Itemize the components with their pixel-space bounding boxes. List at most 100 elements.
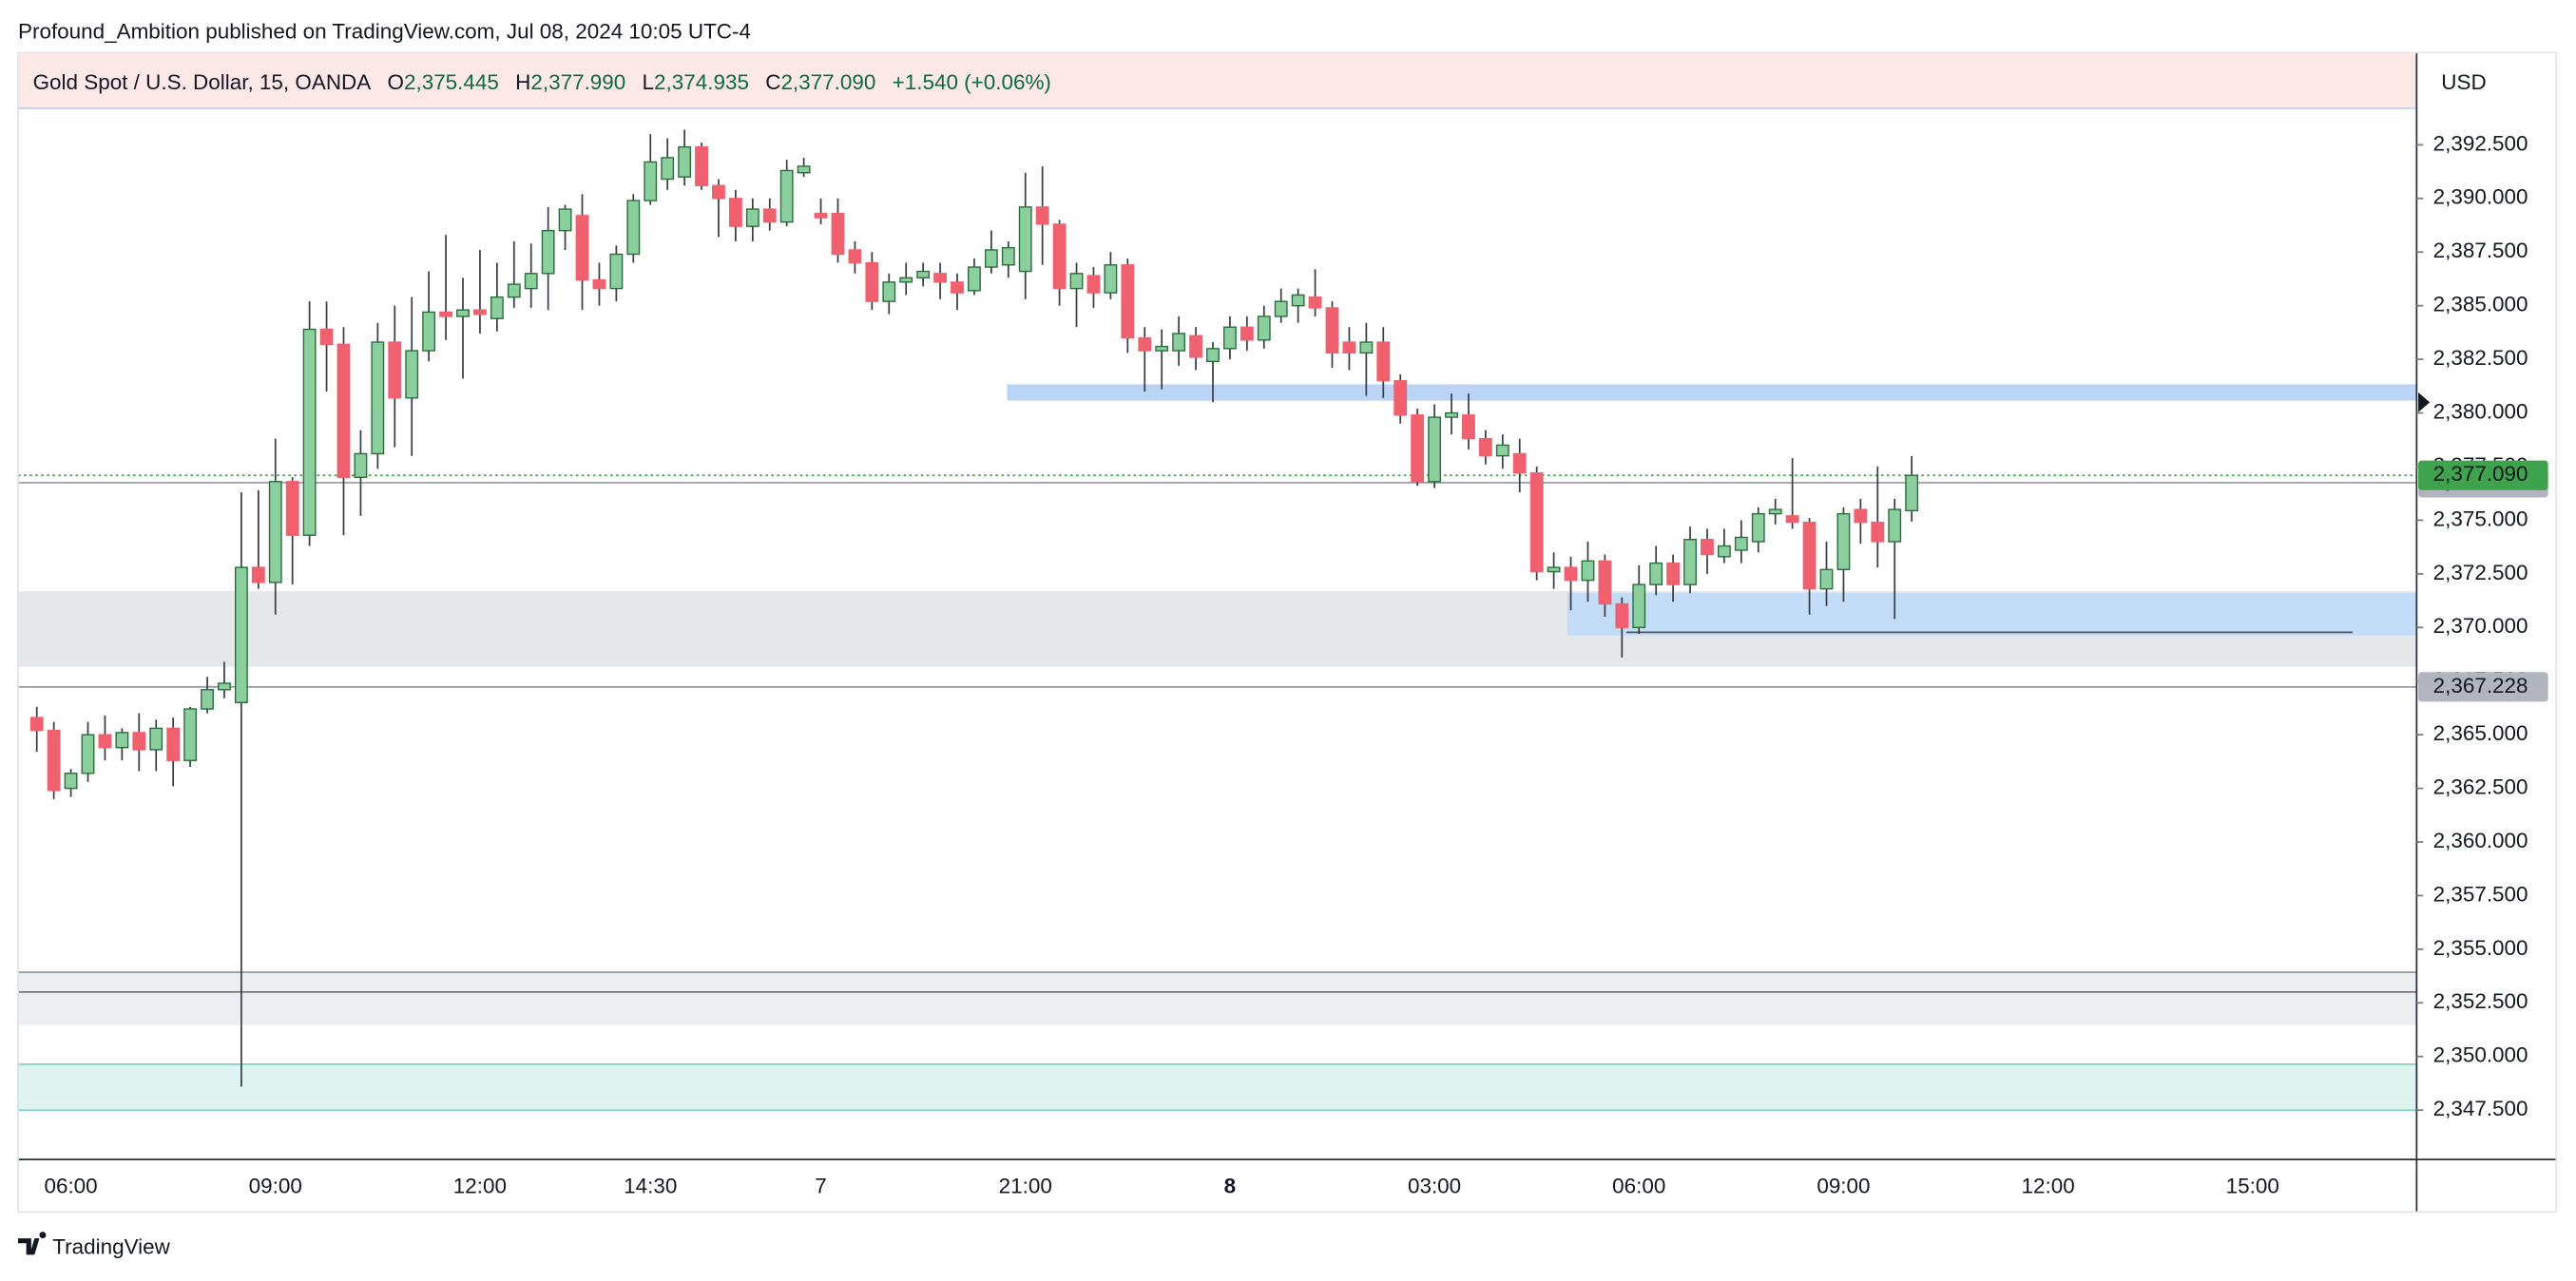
- candle-body: [1325, 307, 1339, 354]
- publisher: Profound_Ambition published on TradingVi…: [18, 20, 751, 44]
- candle-body: [201, 689, 214, 710]
- candle-body: [848, 249, 862, 264]
- candle-body: [1428, 416, 1441, 483]
- candle-body: [64, 773, 78, 790]
- low-value: 2,374.935: [654, 70, 749, 94]
- candle-body: [1104, 264, 1118, 294]
- candle-body: [831, 212, 845, 256]
- candle-body: [1734, 536, 1748, 551]
- brand: TradingView: [52, 1234, 170, 1258]
- candle-body: [1257, 315, 1271, 341]
- candle-body: [1086, 275, 1101, 294]
- candle-body: [762, 208, 777, 223]
- candle-body: [661, 157, 675, 181]
- candle-body: [678, 145, 692, 178]
- candle-body: [1121, 264, 1135, 339]
- candle-body: [218, 682, 231, 691]
- candle-body: [1462, 414, 1475, 440]
- close-value: 2,377.090: [780, 70, 875, 94]
- candle-body: [1888, 508, 1902, 543]
- candle-body: [405, 350, 419, 399]
- y-tick-label: 2,357.500: [2433, 882, 2528, 906]
- y-tick-label: 2,372.500: [2433, 561, 2528, 584]
- y-tick-label: 2,392.500: [2433, 131, 2528, 155]
- candle-body: [1189, 335, 1202, 358]
- candle-body: [865, 261, 879, 302]
- x-tick-label: 09:00: [249, 1174, 302, 1197]
- candle-body: [1411, 414, 1425, 483]
- candle-body: [1394, 379, 1408, 416]
- candle-body: [1529, 472, 1544, 573]
- candle-body: [1274, 300, 1288, 317]
- candle-body: [1768, 508, 1782, 515]
- legend-band: [18, 52, 2417, 109]
- candle-body: [728, 198, 742, 227]
- candle-body: [1001, 247, 1015, 266]
- close-label: C: [765, 70, 780, 94]
- candle-body: [1854, 508, 1868, 524]
- candle-body: [916, 270, 931, 279]
- y-tick-label: 2,365.000: [2433, 721, 2528, 745]
- high-value: 2,377.990: [530, 70, 625, 94]
- candle-body: [558, 208, 572, 232]
- candle-body: [933, 273, 947, 283]
- plot: [18, 129, 2417, 1087]
- candle-body: [1342, 341, 1356, 354]
- y-tick-label: 2,370.000: [2433, 614, 2528, 638]
- candle-body: [524, 273, 538, 290]
- candle-body: [285, 481, 299, 536]
- candle-body: [132, 732, 146, 751]
- x-tick-label: 14:30: [624, 1174, 677, 1197]
- candle-body: [115, 732, 129, 749]
- candle-body: [1615, 602, 1629, 628]
- currency-button[interactable]: USD: [2441, 70, 2486, 94]
- y-tick-label: 2,355.000: [2433, 936, 2528, 960]
- candle-body: [1701, 539, 1714, 556]
- candle-body: [1069, 273, 1084, 290]
- y-tick-label: 2,362.500: [2433, 775, 2528, 799]
- candle-body: [1222, 326, 1237, 350]
- y-tick-label: 2,347.500: [2433, 1097, 2528, 1120]
- y-tick-label: 2,375.000: [2433, 507, 2528, 530]
- x-tick-label: 03:00: [1408, 1174, 1461, 1197]
- logo-mark: [18, 1232, 47, 1255]
- price-axis: 2,347.500 2,350.000 2,352.500 2,355.000 2,35…: [2416, 131, 2548, 1120]
- logo: TradingView: [18, 1232, 171, 1258]
- price-tag-label: 2,377.090: [2433, 462, 2528, 486]
- candle-body: [439, 311, 452, 317]
- candle-body: [507, 283, 521, 298]
- candle-body: [1564, 566, 1578, 582]
- candle-body: [1871, 521, 1885, 543]
- price-tag: [2418, 672, 2548, 702]
- candle-body: [882, 281, 896, 302]
- x-tick-label: 15:00: [2226, 1174, 2279, 1197]
- candle-body: [1717, 545, 1731, 558]
- candle-body: [166, 727, 181, 761]
- candle-body: [422, 311, 436, 352]
- candle-body: [1052, 223, 1067, 290]
- candle-body: [1683, 539, 1697, 585]
- x-tick-label: 12:00: [453, 1174, 507, 1197]
- candle-body: [183, 708, 198, 761]
- candle-body: [1035, 206, 1049, 225]
- candle-body: [1308, 296, 1322, 309]
- open-label: O: [388, 70, 404, 94]
- x-tick-label: 12:00: [2022, 1174, 2075, 1197]
- candle-body: [745, 208, 759, 227]
- candle-body: [302, 328, 317, 536]
- candle-body: [1632, 583, 1646, 628]
- candle-body: [951, 281, 964, 294]
- candle-body: [1291, 294, 1305, 307]
- candle-body: [388, 341, 402, 399]
- candle-body: [814, 212, 828, 219]
- candle-body: [1495, 444, 1509, 457]
- candle-body: [336, 343, 351, 478]
- candle-body: [1172, 333, 1186, 352]
- y-tick-label: 2,390.000: [2433, 185, 2528, 209]
- candle-body: [1666, 562, 1681, 585]
- candle-body: [1206, 348, 1220, 363]
- price-tag-label: 2,367.228: [2433, 674, 2528, 698]
- candle-body: [644, 161, 658, 201]
- candle-body: [1785, 515, 1799, 524]
